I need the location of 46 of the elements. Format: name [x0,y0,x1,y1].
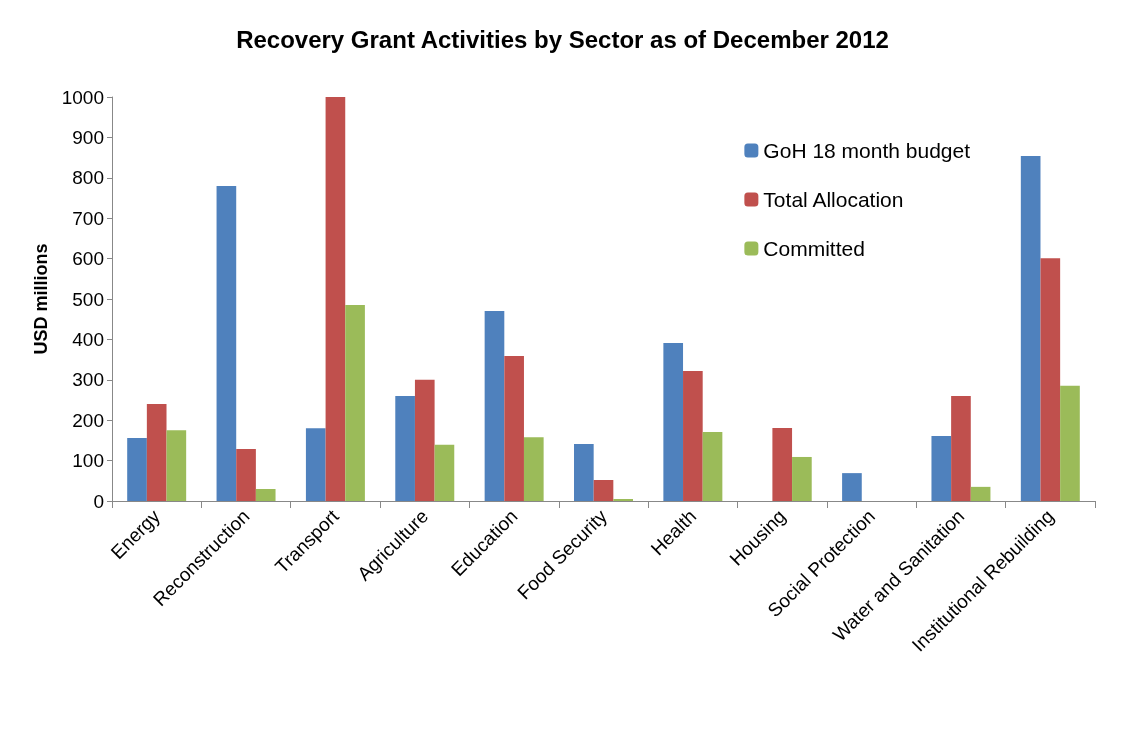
y-tick-label: 700 [72,207,104,229]
bar [166,430,187,501]
bar [931,435,952,501]
y-tick-label: 300 [72,369,104,391]
y-axis-title: USD millions [31,243,51,355]
legend-label: GoH 18 month budget [763,139,971,162]
legend-label: Committed [763,237,865,260]
y-tick-label: 500 [72,288,104,310]
y-tick-label: 0 [93,490,104,512]
bar [772,427,793,501]
legend-label: Total Allocation [763,188,904,211]
y-tick-label: 1000 [61,86,104,108]
y-tick-label: 900 [72,126,104,148]
bar [593,479,614,501]
bar [127,437,147,501]
chart-title: Recovery Grant Activities by Sector as of December 2012 [236,25,889,53]
bar [1060,385,1080,501]
bar [951,395,971,501]
bar [236,448,256,501]
bar [1020,155,1041,501]
bar [663,343,684,501]
bar [484,311,505,501]
bar [216,185,237,501]
bar [504,355,524,501]
bar [345,305,365,501]
bar [574,444,594,501]
y-tick-label: 600 [72,248,104,270]
bar [792,456,812,501]
bar [255,488,276,501]
y-tick-label: 100 [72,450,104,472]
bar [523,437,544,501]
y-tick-label: 800 [72,167,104,189]
bar [414,379,435,501]
bar [702,431,723,501]
bar [1040,258,1061,501]
bar [613,498,633,501]
y-tick-label: 400 [72,328,104,350]
bar [683,370,703,501]
bar [146,404,167,501]
y-tick-label: 200 [72,409,104,431]
bar [434,444,455,501]
bar [842,473,862,501]
bar [395,395,415,501]
bar [970,486,991,501]
bar [325,97,346,501]
bar [305,428,326,501]
